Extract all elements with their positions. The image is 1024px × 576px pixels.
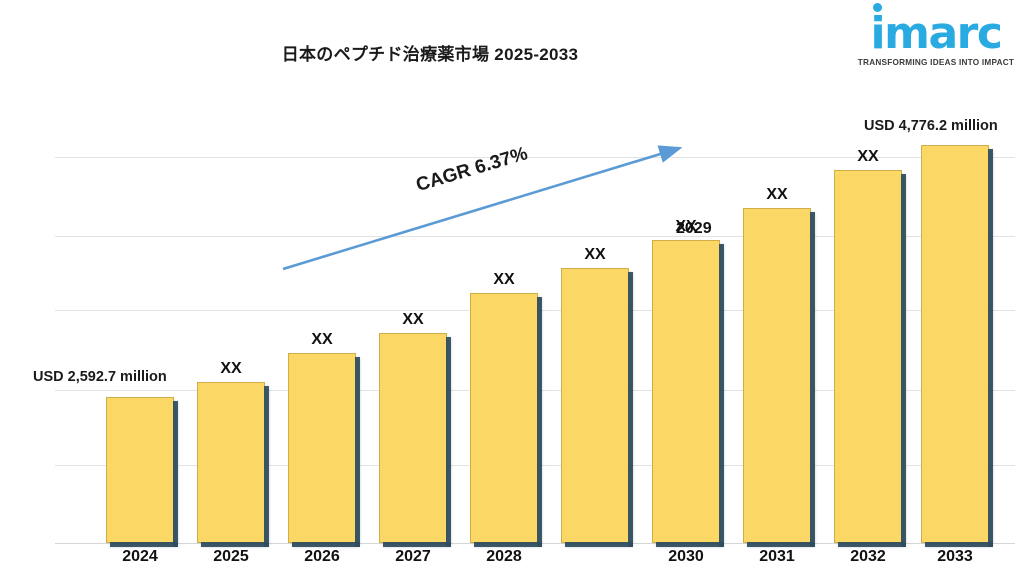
cagr-label: CAGR 6.37%	[413, 143, 531, 197]
bar-label-2026: XX	[311, 331, 333, 348]
x-tick-2032: 2032	[850, 548, 886, 565]
x-tick-2033: 2033	[937, 548, 973, 565]
x-tick-2028: 2028	[486, 548, 522, 565]
logo-dot-icon	[873, 3, 882, 12]
end-value-label: USD 4,776.2 million	[864, 118, 998, 134]
x-tick-2027: 2027	[395, 548, 431, 565]
x-tick-2024: 2024	[122, 548, 158, 565]
imarc-tagline: TRANSFORMING IDEAS INTO IMPACT	[857, 58, 1015, 67]
bar-2024[interactable]	[106, 397, 178, 547]
bar-label-2030: XX	[675, 218, 697, 235]
imarc-logo: imarc TRANSFORMING IDEAS INTO IMPACT	[856, 3, 1016, 67]
imarc-wordmark-text: imarc	[870, 8, 1003, 59]
bar-2029[interactable]	[561, 268, 633, 547]
bar-2026[interactable]	[288, 353, 360, 547]
bar-label-2029: XX	[584, 246, 606, 263]
bar-label-2031: XX	[766, 186, 788, 203]
bar-2032[interactable]	[834, 170, 906, 547]
page-title: 日本のペプチド治療薬市場 2025-2033	[281, 45, 579, 64]
bar-label-2032: XX	[857, 148, 879, 165]
start-value-label: USD 2,592.7 million	[33, 369, 167, 385]
stray-year-label-2029: 2029	[676, 220, 712, 237]
bar-2027[interactable]	[379, 333, 451, 547]
x-tick-2031: 2031	[759, 548, 795, 565]
bar-label-2025: XX	[220, 360, 242, 377]
bar-label-2027: XX	[402, 311, 424, 328]
x-tick-2030: 2030	[668, 548, 704, 565]
imarc-wordmark: imarc	[856, 3, 1016, 56]
bar-2028[interactable]	[470, 293, 542, 547]
bar-2025[interactable]	[197, 382, 269, 547]
x-tick-2025: 2025	[213, 548, 249, 565]
x-tick-2026: 2026	[304, 548, 340, 565]
bar-2030[interactable]	[652, 240, 724, 547]
bar-label-2028: XX	[493, 271, 515, 288]
bar-2033[interactable]	[921, 145, 993, 547]
bar-2031[interactable]	[743, 208, 815, 547]
